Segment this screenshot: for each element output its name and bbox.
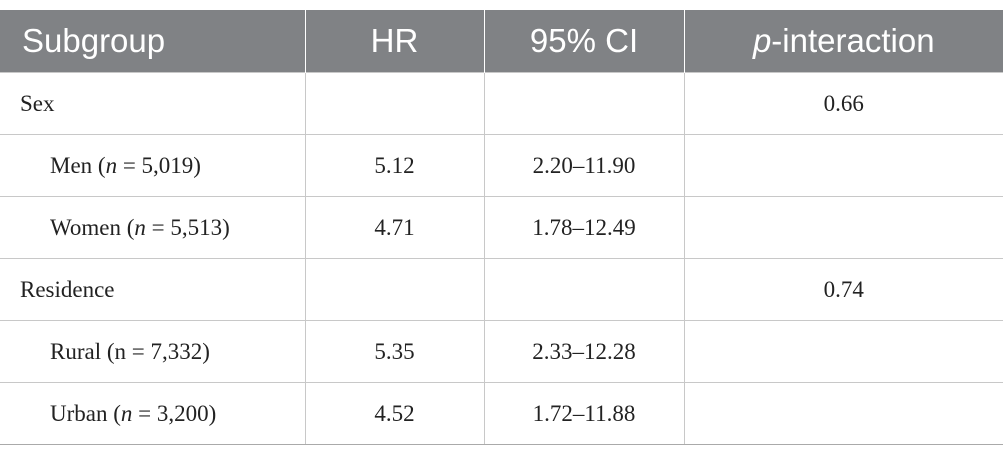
empty-cell (304, 72, 485, 135)
text-segment: Women ( (50, 214, 135, 240)
empty-cell (483, 258, 685, 321)
text-segment: -interaction (771, 22, 935, 59)
hr-value: 4.71 (304, 196, 485, 259)
text-segment: n (134, 214, 146, 240)
group-row: Residence 0.74 (0, 258, 1003, 321)
empty-cell (683, 382, 1003, 445)
p-interaction: 0.74 (683, 258, 1003, 321)
header-cell: p-interaction (683, 10, 1003, 73)
subgroup-label: Women (n = 5,513) (0, 196, 306, 259)
empty-cell (483, 72, 685, 135)
group-row: Sex 0.66 (0, 72, 1003, 135)
text-segment: = 3,200) (132, 400, 217, 426)
empty-cell (683, 196, 1003, 259)
empty-cell (683, 134, 1003, 197)
empty-cell (683, 320, 1003, 383)
header-row: Subgroup HR 95% CI p-interaction (0, 10, 1003, 73)
header-cell: Subgroup (0, 10, 305, 73)
text-segment: Rural (n = 7,332) (50, 338, 210, 364)
ci-value: 1.72–11.88 (483, 382, 685, 445)
subgroup-row: Rural (n = 7,332) 5.35 2.33–12.28 (0, 320, 1003, 383)
subgroup-row: Men (n = 5,019) 5.12 2.20–11.90 (0, 134, 1003, 197)
subgroup-row: Urban (n = 3,200) 4.52 1.72–11.88 (0, 382, 1003, 445)
group-name: Residence (0, 258, 306, 321)
table-body: Sex 0.66 Men (n = 5,019) 5.12 2.20–11.90 Wome… (0, 72, 1003, 445)
text-segment: HR (370, 22, 419, 59)
p-interaction: 0.66 (683, 72, 1003, 135)
header-cell: HR (304, 10, 484, 73)
subgroup-row: Women (n = 5,513) 4.71 1.78–12.49 (0, 196, 1003, 259)
text-segment: p (752, 22, 772, 59)
text-segment: Urban ( (50, 400, 121, 426)
hr-value: 5.35 (304, 320, 485, 383)
header-cell: 95% CI (483, 10, 684, 73)
text-segment: 95% CI (529, 22, 639, 59)
subgroup-table: Subgroup HR 95% CI p-interaction Sex 0.66 Men… (0, 10, 1003, 445)
page: {"table": { "header": [ [{"text": "Subgr… (0, 10, 1005, 470)
ci-value: 2.33–12.28 (483, 320, 685, 383)
subgroup-label: Rural (n = 7,332) (0, 320, 306, 383)
text-segment: Subgroup (22, 22, 166, 59)
subgroup-label: Men (n = 5,019) (0, 134, 306, 197)
hr-value: 5.12 (304, 134, 485, 197)
hr-value: 4.52 (304, 382, 485, 445)
text-segment: n (105, 152, 118, 178)
empty-cell (304, 258, 485, 321)
ci-value: 2.20–11.90 (483, 134, 685, 197)
text-segment: = 5,019) (117, 152, 201, 178)
subgroup-label: Urban (n = 3,200) (0, 382, 306, 445)
text-segment: = 5,513) (145, 214, 230, 240)
ci-value: 1.78–12.49 (483, 196, 685, 259)
group-name: Sex (0, 72, 306, 135)
text-segment: Men ( (50, 152, 106, 178)
text-segment: n (120, 400, 133, 426)
